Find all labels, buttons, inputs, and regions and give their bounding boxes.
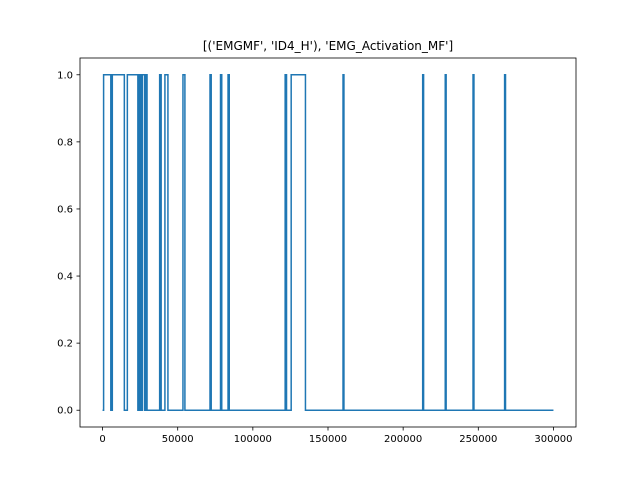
x-tick-label: 250000: [459, 434, 497, 445]
x-tick-label: 100000: [234, 434, 272, 445]
series-line-0: [102, 74, 554, 411]
y-tick-label: 0.2: [57, 339, 73, 350]
chart-title: [('EMGMF', 'ID4_H'), 'EMG_Activation_MF'…: [203, 39, 453, 53]
x-tick-label: 200000: [384, 434, 422, 445]
y-tick-label: 0.4: [57, 272, 73, 283]
axes-frame: [79, 57, 577, 428]
x-tick-label: 300000: [534, 434, 572, 445]
x-tick-label: 150000: [309, 434, 347, 445]
x-tick-label: 0: [99, 434, 105, 445]
plot-area: 0 50000 100000 150000 200000 250000 300000 0.0 0…: [57, 57, 577, 445]
y-tick-label: 0.8: [57, 137, 73, 148]
y-tick-label: 0.0: [57, 406, 73, 417]
y-tick-label: 1.0: [57, 70, 73, 81]
x-tick-label: 50000: [162, 434, 194, 445]
y-tick-label: 0.6: [57, 204, 73, 215]
